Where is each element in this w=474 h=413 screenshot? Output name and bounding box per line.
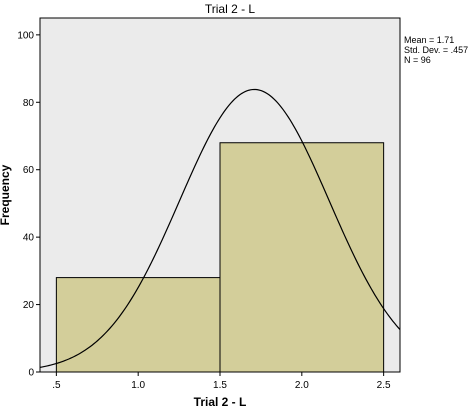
stats-mean: Mean = 1.71 <box>404 35 454 45</box>
x-tick-label: 1.5 <box>213 380 227 391</box>
y-tick-label: 60 <box>23 165 35 176</box>
y-axis-label: Frequency <box>0 164 12 225</box>
y-tick-label: 80 <box>23 98 35 109</box>
histogram-bar-2 <box>219 142 385 373</box>
y-tick-label: 20 <box>23 300 35 311</box>
x-tick-label: .5 <box>52 380 61 391</box>
y-tick-label: 100 <box>17 30 34 41</box>
y-tick-label: 0 <box>28 368 34 379</box>
chart-title: Trial 2 - L <box>205 2 256 16</box>
bars-group <box>55 142 385 373</box>
x-axis-label: Trial 2 - L <box>194 395 247 409</box>
stats-box: Mean = 1.71 Std. Dev. = .457 N = 96 <box>404 35 468 65</box>
y-tick-label: 40 <box>23 233 35 244</box>
x-tick-label: 2.5 <box>377 380 391 391</box>
normal-curve <box>39 88 401 368</box>
histogram-bar-1 <box>55 277 221 373</box>
x-tick-label: 2.0 <box>295 380 309 391</box>
stats-n: N = 96 <box>404 55 431 65</box>
x-tick-label: 1.0 <box>131 380 145 391</box>
stats-std-dev: Std. Dev. = .457 <box>404 45 468 55</box>
axis-ticks-group: 0 20 40 60 80 100 .5 1.0 1.5 2.0 2.5 <box>17 30 391 391</box>
